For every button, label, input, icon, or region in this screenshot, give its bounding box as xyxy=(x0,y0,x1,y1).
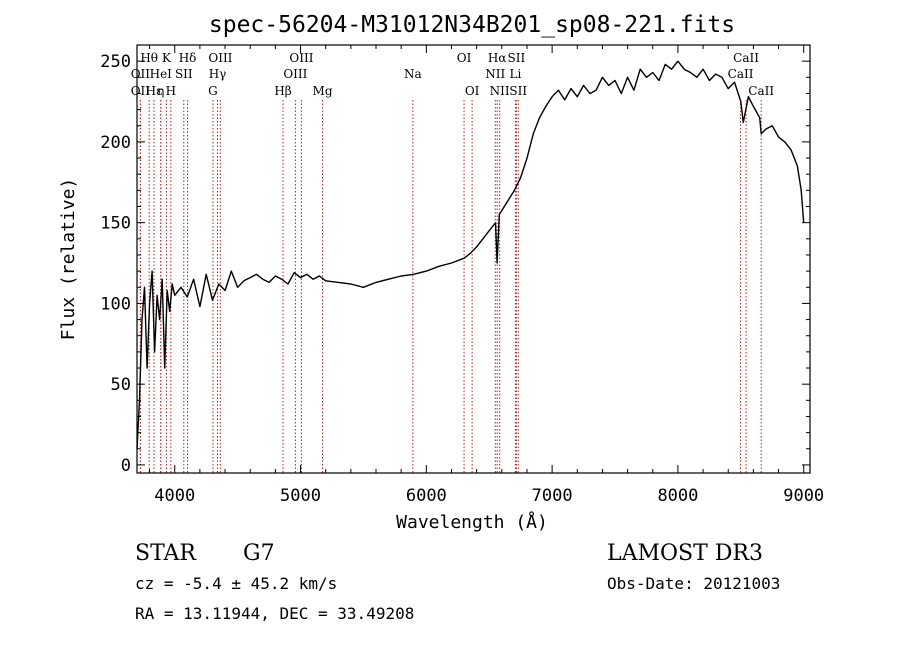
line-label: H xyxy=(166,84,176,98)
x-tick-label: 6000 xyxy=(406,486,447,506)
y-tick-label: 150 xyxy=(100,214,131,234)
y-tick-label: 0 xyxy=(121,456,131,476)
line-label: Mg xyxy=(313,84,333,98)
y-tick-label: 100 xyxy=(100,294,131,314)
y-tick-label: 250 xyxy=(100,52,131,72)
line-label: Li xyxy=(509,67,521,81)
coordinates: RA = 13.11944, DEC = 33.49208 xyxy=(135,604,414,623)
line-label: G xyxy=(208,84,218,98)
x-tick-label: 5000 xyxy=(280,486,321,506)
object-subclass: G7 xyxy=(243,541,275,566)
line-label: CaII xyxy=(733,51,759,65)
line-label: η xyxy=(157,84,164,98)
x-tick-label: 4000 xyxy=(154,486,195,506)
line-label: Hδ xyxy=(179,51,197,65)
line-label: Hε xyxy=(146,84,163,98)
line-label: OIII xyxy=(289,51,313,65)
redshift-text: cz = -5.4 ± 45.2 km/s xyxy=(135,574,337,593)
x-tick-label: 9000 xyxy=(783,486,824,506)
line-label: Hα xyxy=(488,51,507,65)
y-tick-label: 200 xyxy=(100,133,131,153)
line-label: CaII xyxy=(748,84,774,98)
obs-date: Obs-Date: 20121003 xyxy=(607,574,780,593)
y-tick-label: 50 xyxy=(111,375,131,395)
line-label: SII xyxy=(509,84,527,98)
line-label: CaII xyxy=(728,67,754,81)
line-label: NII xyxy=(490,84,510,98)
y-axis-label: Flux (relative) xyxy=(58,178,79,341)
x-axis-ticks: 4000 5000 6000 7000 8000 9000 xyxy=(149,45,824,506)
x-axis-label: Wavelength (Å) xyxy=(396,511,548,533)
line-label: OI xyxy=(457,51,472,65)
spectral-line-markers xyxy=(139,100,762,473)
x-tick-label: 7000 xyxy=(532,486,573,506)
spectrum-trace xyxy=(136,60,805,449)
survey-name: LAMOST DR3 xyxy=(607,541,763,566)
line-label: NII xyxy=(485,67,505,81)
line-label: OII xyxy=(131,84,151,98)
line-label: SII xyxy=(508,51,526,65)
plot-frame xyxy=(136,44,811,474)
line-label: OII xyxy=(131,67,151,81)
line-label: Na xyxy=(404,67,422,81)
line-label: OIII xyxy=(283,67,307,81)
line-label: SII xyxy=(175,67,193,81)
line-label: OI xyxy=(465,84,480,98)
line-label: OIII xyxy=(208,51,232,65)
y-axis-ticks: 0 50 100 150 200 250 xyxy=(100,52,810,476)
line-label: HeI xyxy=(150,67,173,81)
line-label: Hγ xyxy=(209,67,227,81)
line-label: K xyxy=(162,51,172,65)
line-label: Hβ xyxy=(274,84,291,98)
chart-title: spec-56204-M31012N34B201_sp08-221.fits xyxy=(209,12,735,38)
x-tick-label: 8000 xyxy=(657,486,698,506)
line-label: Hθ xyxy=(140,51,158,65)
object-class: STAR xyxy=(135,541,197,566)
